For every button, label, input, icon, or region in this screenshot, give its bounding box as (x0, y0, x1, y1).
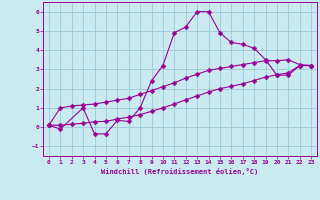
X-axis label: Windchill (Refroidissement éolien,°C): Windchill (Refroidissement éolien,°C) (101, 168, 259, 175)
